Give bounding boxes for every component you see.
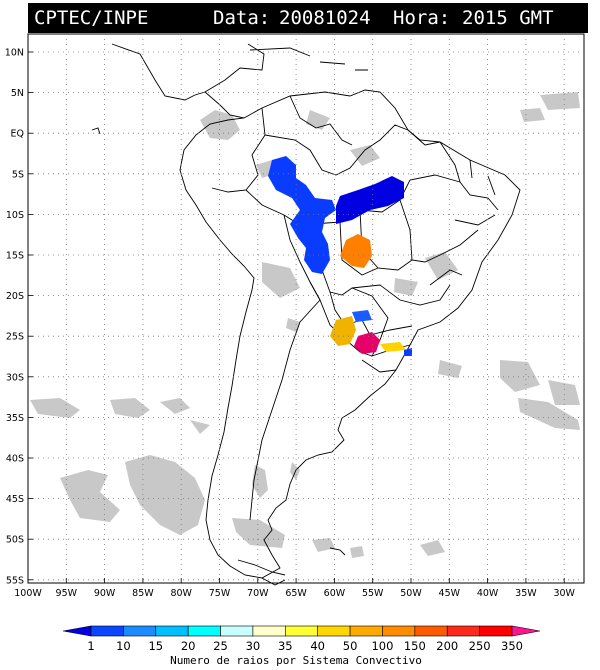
- cloud-areas: [30, 92, 580, 558]
- lon-tick-label: 30W: [553, 588, 575, 599]
- legend-swatch: [285, 625, 318, 637]
- lon-tick-label: 45W: [439, 588, 461, 599]
- lon-tick-label: 100W: [14, 588, 42, 599]
- lon-tick-label: 50W: [400, 588, 422, 599]
- legend-swatch: [123, 625, 157, 637]
- lat-tick-label: 20S: [6, 291, 24, 302]
- storm-cluster: [380, 342, 406, 352]
- legend-label: 350: [501, 639, 523, 653]
- legend-swatch: [220, 625, 254, 637]
- legend-label: 30: [246, 639, 261, 653]
- storm-cluster: [268, 156, 336, 274]
- lon-tick-label: 70W: [247, 588, 269, 599]
- legend-color-bar: [62, 625, 541, 637]
- lon-tick-label: 85W: [132, 588, 154, 599]
- storm-cluster: [336, 176, 404, 224]
- lon-tick-label: 80W: [170, 588, 192, 599]
- storm-cell: [404, 348, 412, 356]
- lat-tick-label: 10S: [6, 210, 24, 221]
- storm-cluster: [340, 234, 372, 268]
- legend-swatch: [317, 625, 351, 637]
- legend-label: 20: [181, 639, 196, 653]
- legend-swatch: [90, 625, 124, 637]
- legend-label: 50: [343, 639, 358, 653]
- hour-value: 2015 GMT: [462, 7, 554, 29]
- lat-tick-label: 50S: [6, 535, 24, 546]
- legend-swatch: [446, 625, 480, 637]
- lon-tick-label: 35W: [515, 588, 537, 599]
- lat-tick-label: 10N: [5, 48, 24, 59]
- legend-label: 25: [213, 639, 228, 653]
- date-label: Data:: [213, 7, 271, 29]
- legend-label: 15: [148, 639, 163, 653]
- lon-tick-label: 55W: [362, 588, 384, 599]
- storm-cluster: [330, 316, 356, 346]
- legend-swatch: [155, 625, 189, 637]
- lat-tick-label: 15S: [6, 251, 24, 262]
- legend-label: 200: [436, 639, 458, 653]
- lon-tick-label: 65W: [285, 588, 307, 599]
- storm-cell: [352, 310, 372, 322]
- hour-label: Hora:: [393, 7, 451, 29]
- legend-label: 150: [404, 639, 426, 653]
- legend-label: 35: [278, 639, 293, 653]
- legend-swatch: [414, 625, 448, 637]
- latitude-labels: 10N 5N EQ 5S 10S 15S 20S 25S 30S 35S 40S 45S 50S 55S: [5, 48, 24, 587]
- lat-tick-label: 30S: [6, 372, 24, 383]
- lat-tick-label: 25S: [6, 332, 24, 343]
- legend-label: 40: [310, 639, 325, 653]
- legend-label: 10: [116, 639, 131, 653]
- lon-tick-label: 90W: [94, 588, 116, 599]
- storm-cluster: [354, 332, 380, 354]
- legend-label: 1: [87, 639, 94, 653]
- legend-swatch: [187, 625, 221, 637]
- source-label: CPTEC/INPE: [34, 7, 149, 29]
- legend-swatch: [349, 625, 383, 637]
- date-value: 20081024: [279, 7, 371, 29]
- map-frame: [27, 33, 585, 584]
- lat-tick-label: 5S: [12, 169, 24, 180]
- legend-swatch: [382, 625, 416, 637]
- lat-tick-label: EQ: [11, 129, 24, 140]
- legend-label: 100: [371, 639, 393, 653]
- lat-tick-label: 5N: [11, 88, 24, 99]
- legend-swatch: [511, 625, 541, 637]
- lon-tick-label: 40W: [477, 588, 499, 599]
- lon-tick-label: 75W: [209, 588, 231, 599]
- longitude-labels: 100W 95W 90W 85W 80W 75W 70W 65W 60W 55W 50W 45W 40W…: [14, 588, 575, 599]
- lat-tick-label: 45S: [6, 494, 24, 505]
- storm-clusters: [268, 156, 412, 356]
- legend-label: 250: [469, 639, 491, 653]
- legend-swatch: [62, 625, 92, 637]
- legend-swatch: [479, 625, 513, 637]
- color-legend: 1 10 15 20 25 30 35 40 50 100 150 200 250 350: [62, 625, 541, 653]
- lat-tick-label: 35S: [6, 413, 24, 424]
- lon-tick-label: 60W: [324, 588, 346, 599]
- legend-title: Numero de raios por Sistema Convectivo: [170, 654, 422, 667]
- lat-tick-label: 40S: [6, 454, 24, 465]
- lon-tick-label: 95W: [56, 588, 78, 599]
- legend-swatch: [252, 625, 286, 637]
- lat-lon-grid: [27, 34, 584, 583]
- lat-tick-label: 55S: [6, 575, 24, 586]
- map-header: CPTEC/INPE Data: 20081024 Hora: 2015 GMT: [28, 3, 588, 33]
